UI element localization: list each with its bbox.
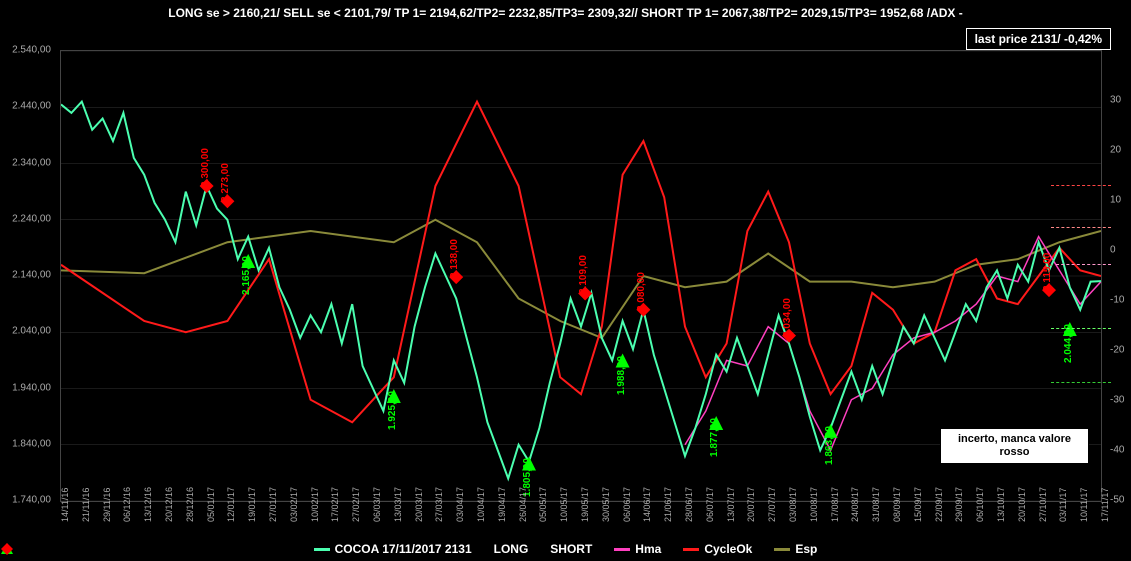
long-marker-label: 1.988,00: [616, 356, 627, 395]
last-price-badge: last price 2131/ -0,42%: [966, 28, 1111, 50]
legend-item: COCOA 17/11/2017 2131: [314, 542, 472, 556]
long-marker-label: 2.165,00: [241, 256, 252, 295]
legend-item: CycleOk: [683, 542, 752, 556]
price-level-line: [1051, 185, 1111, 186]
legend-item: SHORT: [550, 542, 592, 556]
legend-label: COCOA 17/11/2017 2131: [335, 542, 472, 556]
short-marker-label: 2.080,00: [636, 272, 647, 311]
long-marker-label: 1.863,00: [824, 426, 835, 465]
long-marker-label: 2.044,00: [1063, 324, 1074, 363]
long-marker-label: 1.925,00: [387, 391, 398, 430]
y-axis-left: 1.740,001.840,001.940,002.040,002.140,00…: [0, 50, 55, 500]
price-level-line: [1051, 328, 1111, 329]
legend-label: Esp: [795, 542, 817, 556]
long-marker-label: 1.877,00: [709, 418, 720, 457]
short-marker-label: 2.138,00: [449, 239, 460, 278]
legend-item: LONG: [494, 542, 529, 556]
legend-item: Hma: [614, 542, 661, 556]
price-level-line: [1051, 227, 1111, 228]
short-marker-label: 2.115,00: [1042, 253, 1053, 291]
short-marker-label: 2.273,00: [220, 163, 231, 202]
legend-label: Hma: [635, 542, 661, 556]
legend-item: Esp: [774, 542, 817, 556]
price-level-line: [1056, 264, 1111, 265]
legend: COCOA 17/11/2017 2131 LONG SHORT Hma CycleOk…: [0, 542, 1131, 556]
price-level-line: [1051, 382, 1111, 383]
short-marker-label: 2.109,00: [578, 256, 589, 295]
y-axis-right: -50-40-30-20-100102030: [1106, 50, 1131, 500]
legend-label: SHORT: [550, 542, 592, 556]
x-axis: 14/11/1621/11/1629/11/1606/12/1613/12/16…: [60, 500, 1100, 540]
legend-label: LONG: [494, 542, 529, 556]
legend-label: CycleOk: [704, 542, 752, 556]
header-signal-text: LONG se > 2160,21/ SELL se < 2101,79/ TP…: [0, 6, 1131, 20]
note-box: incerto, manca valore rosso: [940, 428, 1089, 464]
short-marker-label: 2.300,00: [200, 148, 211, 187]
short-marker-label: 2.034,00: [782, 298, 793, 337]
